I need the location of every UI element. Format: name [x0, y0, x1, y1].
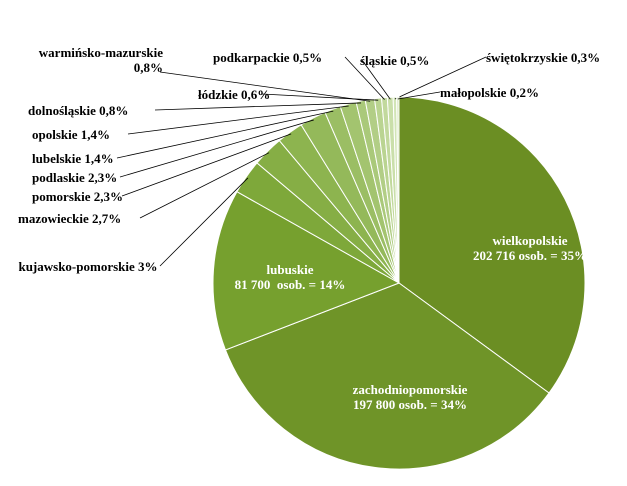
pie-slice — [212, 191, 401, 351]
slice-label: kujawsko-pomorskie 3% — [18, 259, 158, 274]
slice-label: warmińsko-mazurskie 0,8% — [38, 45, 163, 75]
value-label: 0,3% — [570, 50, 601, 65]
slice-label: śląskie 0,5% — [360, 53, 470, 68]
value-label: 0,2% — [509, 85, 539, 100]
slice-label: zachodniopomorskie 197 800 osob. = 34% — [320, 382, 500, 412]
pie-slice — [224, 282, 550, 470]
pie-slice — [396, 96, 400, 284]
category-label: kujawsko-pomorskie — [18, 259, 135, 274]
leader-line — [261, 93, 379, 101]
category-label: małopolskie — [440, 85, 507, 100]
leader-line — [121, 133, 292, 197]
slice-label: małopolskie 0,2% — [440, 85, 570, 100]
leader-line — [397, 91, 441, 100]
value-label: 0,5% — [400, 53, 430, 68]
pie-slice — [398, 96, 586, 394]
leader-line — [119, 119, 314, 178]
leader-line — [159, 177, 249, 267]
value-label: 0,5% — [292, 50, 323, 65]
value-label: 197 800 osob. = 34% — [353, 397, 467, 412]
category-label: dolnośląskie — [28, 103, 96, 118]
category-label: świętokrzyskie — [486, 50, 568, 65]
slice-label: opolskie 1,4% — [32, 127, 142, 142]
slice-label: wielkopolskie 202 716 osob. = 35% — [440, 233, 620, 263]
category-label: łódzkie — [198, 87, 238, 102]
value-label: 0,6% — [240, 87, 271, 102]
category-label: opolskie — [32, 127, 78, 142]
category-label: wielkopolskie — [492, 233, 568, 248]
value-label: 81 700 osob. = 14% — [234, 277, 346, 292]
value-label: 1,4% — [80, 127, 111, 142]
slice-label: pomorskie 2,3% — [32, 189, 132, 204]
category-label: pomorskie — [32, 189, 91, 204]
category-label: podlaskie — [32, 170, 85, 185]
slice-label: podkarpackie 0,5% — [213, 50, 353, 65]
slice-label: dolnośląskie 0,8% — [28, 103, 168, 118]
leader-line — [159, 71, 371, 102]
leader-line — [361, 59, 391, 100]
category-label: podkarpackie — [213, 50, 290, 65]
category-label: śląskie — [360, 53, 397, 68]
slice-label: mazowieckie 2,7% — [18, 211, 148, 226]
category-label: warmińsko-mazurskie — [38, 45, 163, 60]
category-label: zachodniopomorskie — [352, 382, 468, 397]
leader-line — [154, 102, 362, 111]
leader-line — [394, 56, 487, 100]
leader-line — [344, 56, 385, 100]
leader-line — [116, 110, 334, 159]
leader-line — [127, 105, 349, 135]
value-label: 202 716 osob. = 35% — [473, 248, 587, 263]
value-label: 2,7% — [92, 211, 122, 226]
value-label: 0,8% — [99, 103, 129, 118]
category-label: lubelskie — [32, 151, 82, 166]
slice-label: podlaskie 2,3% — [32, 170, 132, 185]
slice-label: lubelskie 1,4% — [32, 151, 132, 166]
value-label: 2,3% — [93, 189, 123, 204]
value-label: 2,3% — [88, 170, 118, 185]
value-label: 0,8% — [133, 60, 163, 75]
slice-label: łódzkie 0,6% — [198, 87, 278, 102]
value-label: 1,4% — [84, 151, 114, 166]
category-label: mazowieckie — [18, 211, 89, 226]
slice-label: świętokrzyskie 0,3% — [486, 50, 621, 65]
slice-label: lubuskie 81 700 osob. = 14% — [220, 262, 360, 292]
value-label: 3% — [138, 259, 158, 274]
leader-line — [139, 152, 270, 219]
category-label: lubuskie — [266, 262, 314, 277]
